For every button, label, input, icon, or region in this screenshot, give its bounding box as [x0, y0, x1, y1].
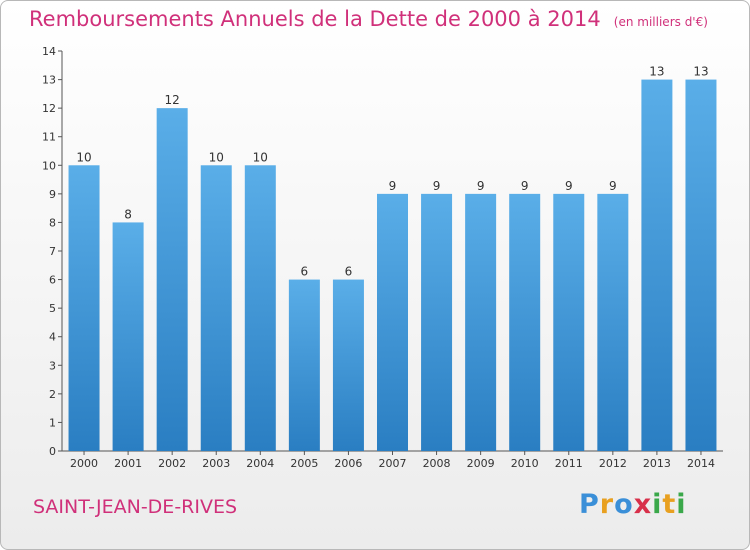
logo-letter: r — [599, 489, 615, 520]
bar — [200, 165, 232, 452]
bar — [421, 193, 453, 451]
y-tick-label: 9 — [49, 188, 56, 201]
x-tick-label: 2001 — [114, 457, 142, 470]
bar-value-label: 9 — [521, 179, 529, 193]
bar-value-label: 9 — [433, 179, 441, 193]
x-tick-label: 2000 — [70, 457, 98, 470]
y-tick-label: 11 — [42, 131, 56, 144]
logo-letter: P — [579, 489, 600, 520]
y-tick-label: 5 — [49, 302, 56, 315]
bar-value-label: 9 — [477, 179, 485, 193]
y-tick-label: 4 — [49, 331, 56, 344]
bar — [156, 108, 188, 452]
x-tick-label: 2013 — [643, 457, 671, 470]
brand-logo[interactable]: Proxiti — [579, 489, 687, 520]
bar — [465, 193, 497, 451]
bar-value-label: 13 — [693, 65, 708, 79]
bar — [68, 165, 100, 452]
logo-letter: o — [614, 489, 634, 520]
y-tick-label: 1 — [49, 416, 56, 429]
x-tick-label: 2004 — [246, 457, 274, 470]
chart-subtitle: (en milliers d'€) — [613, 15, 708, 29]
y-tick-label: 6 — [49, 274, 56, 287]
commune-name: SAINT-JEAN-DE-RIVES — [33, 496, 238, 518]
bar — [553, 193, 585, 451]
bar — [509, 193, 541, 451]
bar — [377, 193, 408, 451]
chart-title: Remboursements Annuels de la Dette de 20… — [29, 7, 601, 31]
x-tick-label: 2003 — [202, 457, 230, 470]
x-tick-label: 2012 — [599, 457, 627, 470]
x-tick-label: 2002 — [158, 457, 186, 470]
bar — [112, 222, 144, 451]
y-tick-label: 0 — [49, 445, 56, 458]
bar-value-label: 10 — [209, 150, 224, 164]
title-line: Remboursements Annuels de la Dette de 20… — [29, 7, 708, 31]
bar — [641, 79, 673, 452]
bar — [244, 165, 276, 452]
x-tick-label: 2010 — [511, 457, 539, 470]
y-tick-label: 8 — [49, 216, 56, 229]
y-tick-label: 7 — [49, 245, 56, 258]
y-tick-label: 13 — [42, 74, 56, 87]
bar-value-label: 10 — [76, 150, 91, 164]
bar — [332, 279, 364, 451]
bar-value-label: 8 — [124, 207, 132, 221]
y-tick-label: 12 — [42, 102, 56, 115]
bar-value-label: 10 — [253, 150, 268, 164]
bar-value-label: 6 — [301, 265, 309, 279]
bar — [288, 279, 320, 451]
bar-value-label: 13 — [649, 65, 664, 79]
x-tick-label: 2006 — [334, 457, 362, 470]
bar-value-label: 6 — [345, 265, 353, 279]
bar-value-label: 9 — [389, 179, 397, 193]
logo-letter: i — [652, 489, 663, 520]
x-tick-label: 2005 — [290, 457, 318, 470]
bar-value-label: 12 — [165, 93, 180, 107]
x-tick-label: 2009 — [467, 457, 495, 470]
y-tick-label: 2 — [49, 388, 56, 401]
logo-letter: t — [662, 489, 677, 520]
labels: 10 2000 8 2001 12 2002 10 2003 10 2004 6 2005 6 2006 9… — [70, 65, 715, 470]
bar-value-label: 9 — [565, 179, 573, 193]
x-tick-label: 2007 — [379, 457, 407, 470]
bar — [685, 79, 717, 452]
bars — [68, 79, 717, 452]
bar-value-label: 9 — [609, 179, 617, 193]
logo-letter: i — [676, 489, 687, 520]
x-tick-label: 2011 — [555, 457, 583, 470]
x-tick-label: 2014 — [687, 457, 715, 470]
y-tick-label: 3 — [49, 359, 56, 372]
bar — [597, 193, 629, 451]
y-tick-label: 10 — [42, 159, 56, 172]
logo-letter: x — [633, 489, 653, 520]
y-tick-label: 14 — [42, 45, 56, 58]
x-tick-label: 2008 — [423, 457, 451, 470]
